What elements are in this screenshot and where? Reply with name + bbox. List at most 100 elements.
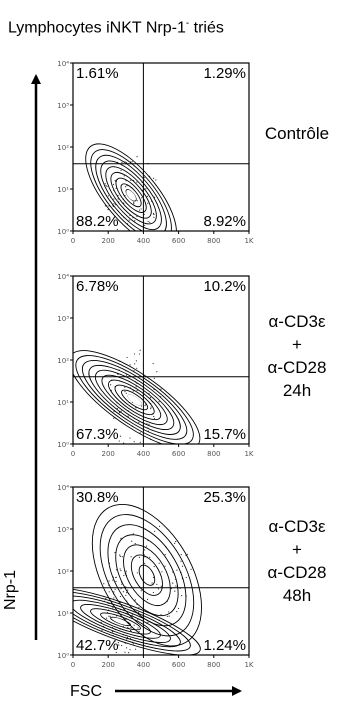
event-dot [126, 185, 128, 187]
event-dot [118, 644, 120, 646]
event-dot [175, 540, 177, 543]
event-dot [116, 228, 118, 231]
plot-frame [72, 275, 250, 445]
contour-line [110, 172, 152, 219]
event-dot [133, 441, 135, 443]
event-dot [166, 615, 168, 617]
condition-label-24h: α-CD3ε + α-CD28 24h [254, 310, 340, 402]
contour-line [81, 360, 188, 440]
contour-line [138, 564, 156, 586]
event-dot [132, 533, 134, 535]
contour-panel-2: 0 200 400 600 800 1K 10⁰ 10¹ 10² 10³ 10⁴ 30.8% 25.3%… [57, 484, 254, 671]
event-dot [108, 643, 110, 645]
event-dot [160, 585, 162, 587]
contour-line [90, 608, 151, 635]
event-dot [175, 585, 177, 587]
event-dot [155, 179, 157, 181]
event-dot [125, 392, 127, 394]
contour-line [110, 616, 131, 627]
event-dot [120, 588, 122, 590]
x-tick-label: 200 [102, 661, 115, 669]
contour-line [123, 544, 171, 606]
event-dot [150, 408, 152, 410]
event-dot [136, 156, 138, 158]
event-dot [109, 615, 111, 617]
event-dot [153, 177, 155, 179]
event-dot [101, 629, 103, 631]
event-dot [127, 447, 128, 448]
event-dot [153, 565, 155, 568]
event-dot [131, 540, 133, 542]
event-dot [135, 386, 137, 388]
event-dot [118, 440, 120, 442]
event-dot [138, 607, 140, 609]
event-dot [113, 429, 116, 431]
density-peak [112, 617, 129, 626]
y-tick-label: 10¹ [57, 399, 69, 407]
x-tick-label: 400 [137, 450, 150, 458]
event-dot [152, 591, 155, 594]
event-dot [126, 356, 128, 359]
event-dot [156, 583, 158, 585]
event-dot [140, 590, 142, 592]
condition-line: 24h [282, 381, 312, 400]
event-dot [121, 583, 123, 585]
event-dot [112, 607, 114, 609]
event-dot [121, 556, 123, 558]
event-dot [153, 216, 155, 218]
event-dot [126, 636, 129, 639]
event-dot [140, 208, 142, 210]
event-dot [134, 363, 136, 365]
event-dot [144, 224, 146, 226]
event-dot [119, 554, 121, 556]
contour-line [73, 591, 191, 652]
event-dot [152, 212, 155, 215]
event-dot [103, 583, 105, 585]
event-dot [152, 576, 155, 579]
event-dot [141, 197, 143, 199]
event-dot [152, 362, 154, 365]
event-dot [144, 562, 146, 565]
event-dot [126, 670, 127, 671]
title-suffix: triés [189, 19, 224, 37]
contour-lines [85, 143, 177, 231]
event-dot [113, 597, 115, 599]
event-dot [139, 446, 140, 447]
event-dot [132, 643, 134, 645]
event-dot [153, 415, 155, 418]
event-dot [134, 599, 136, 601]
event-dot [119, 568, 121, 570]
quadrant-bottom-right: 15.7% [203, 426, 246, 443]
contour-lines [73, 503, 202, 655]
quadrant-top-right: 25.3% [203, 489, 246, 506]
contour-panel-0: 0 200 400 600 800 1K 10⁰ 10¹ 10² 10³ 10⁴ 1.61% 1.29%… [57, 60, 254, 245]
event-dot [120, 644, 123, 647]
event-dot [123, 574, 125, 577]
y-axis-label: Nrp-1 [2, 569, 19, 610]
condition-line: 48h [282, 586, 312, 605]
y-tick-label: 10⁴ [57, 484, 69, 492]
event-dot [108, 615, 110, 617]
event-dot [135, 648, 137, 650]
x-tick-label: 0 [71, 237, 75, 245]
event-dot [157, 588, 160, 590]
event-dot [161, 571, 163, 573]
event-dot [133, 201, 135, 203]
density-peak [140, 567, 154, 583]
event-dot [108, 591, 110, 593]
contour-line [95, 154, 167, 231]
event-dot [186, 553, 189, 555]
event-dot [133, 353, 136, 355]
event-dot [138, 209, 141, 211]
y-tick-label: 10³ [57, 315, 69, 323]
x-tick-label: 800 [207, 661, 220, 669]
event-dot [119, 435, 122, 437]
contour-line [85, 143, 177, 231]
event-dot [145, 545, 148, 547]
condition-line: + [292, 335, 302, 354]
event-dot [136, 215, 138, 218]
event-dot [104, 183, 106, 185]
event-dot [119, 412, 121, 414]
condition-line: α-CD3ε [268, 517, 326, 536]
